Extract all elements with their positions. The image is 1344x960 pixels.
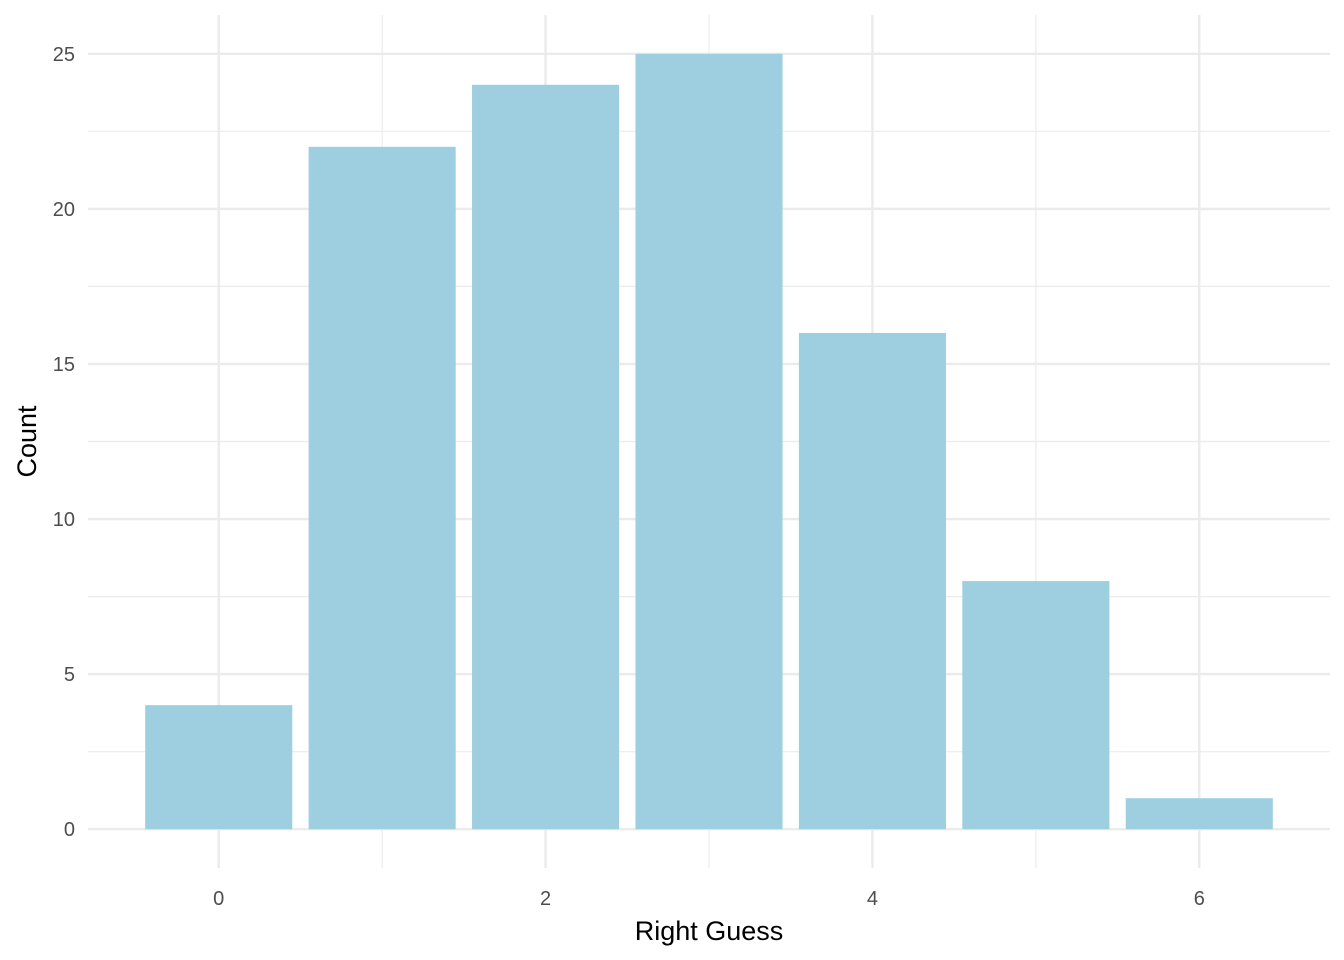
x-axis-title: Right Guess — [635, 916, 784, 946]
bar — [472, 84, 620, 830]
bar — [1125, 798, 1273, 830]
bar — [962, 581, 1110, 830]
y-tick-label: 10 — [53, 509, 75, 531]
bar — [798, 332, 946, 830]
y-tick-label: 15 — [53, 354, 75, 376]
x-tick-label: 2 — [540, 888, 551, 910]
y-tick-label: 25 — [53, 44, 75, 66]
y-tick-label: 20 — [53, 199, 75, 221]
bars — [145, 53, 1273, 830]
x-tick-label: 6 — [1194, 888, 1205, 910]
x-tick-label: 0 — [213, 888, 224, 910]
x-axis-ticks: 0 2 4 6 — [213, 888, 1205, 910]
bar — [635, 53, 783, 830]
x-tick-label: 4 — [867, 888, 878, 910]
y-tick-label: 0 — [64, 819, 75, 841]
bar — [145, 705, 293, 830]
y-axis-title: Count — [12, 405, 42, 478]
y-axis-ticks: 0 5 10 15 20 25 — [53, 44, 75, 841]
y-tick-label: 5 — [64, 664, 75, 686]
bar — [308, 146, 456, 830]
